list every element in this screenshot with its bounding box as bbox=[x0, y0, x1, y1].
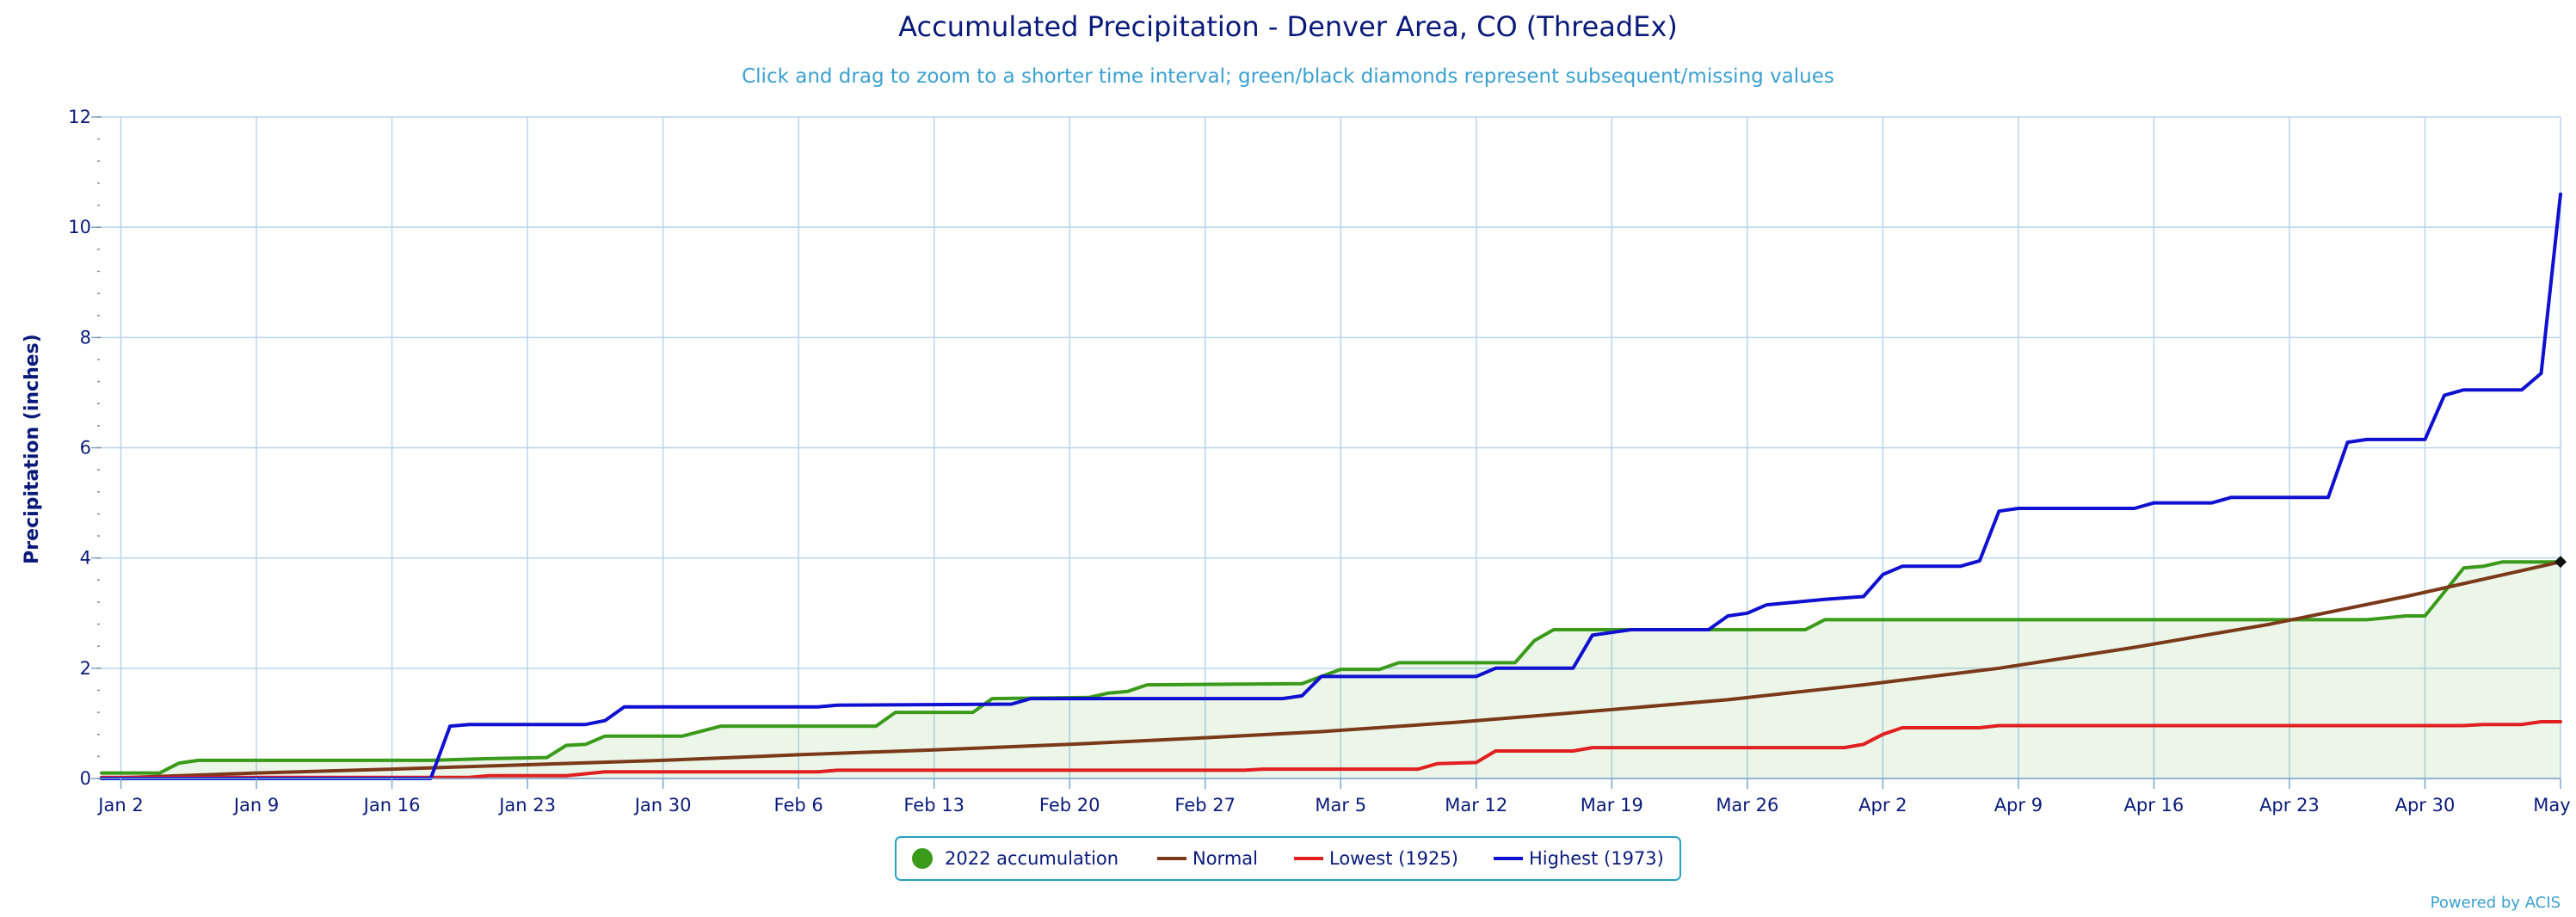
x-tick-label: Jan 23 bbox=[497, 795, 556, 815]
axis-layer: 0 2 4 6 8 10 12 Jan 2 Jan 9 Jan 16 Jan 23 Jan 30 Feb… bbox=[68, 107, 2576, 815]
x-tick-label: Jan 9 bbox=[232, 795, 279, 815]
legend-marker-2022 bbox=[912, 848, 933, 869]
credit-link[interactable]: Powered by ACIS bbox=[2431, 894, 2561, 912]
series-layer bbox=[100, 192, 2567, 780]
x-tick-label: Mar 26 bbox=[1716, 795, 1778, 815]
series-line-2022-accumulation bbox=[100, 560, 2562, 775]
series-line-highest-1973 bbox=[100, 192, 2562, 780]
y-tick-label: 10 bbox=[68, 217, 91, 237]
chart-title: Accumulated Precipitation - Denver Area,… bbox=[898, 10, 1678, 43]
x-tick-label: Feb 6 bbox=[774, 795, 823, 815]
series-line-lowest-1925 bbox=[100, 720, 2562, 779]
legend-label-highest: Highest (1973) bbox=[1529, 848, 1664, 869]
x-tick-label: Apr 9 bbox=[1994, 795, 2043, 815]
x-tick-label: Feb 13 bbox=[903, 795, 964, 815]
legend-item-2022[interactable]: 2022 accumulation bbox=[912, 848, 1119, 869]
series-line-normal bbox=[100, 560, 2562, 780]
y-tick-label: 8 bbox=[80, 327, 91, 348]
x-tick-label: Apr 2 bbox=[1858, 795, 1907, 815]
legend-label-normal: Normal bbox=[1192, 848, 1258, 869]
legend-item-highest[interactable]: Highest (1973) bbox=[1494, 848, 1664, 869]
x-tick-label: Apr 16 bbox=[2124, 795, 2185, 815]
y-tick-label: 0 bbox=[80, 768, 91, 789]
x-tick-label: Feb 20 bbox=[1039, 795, 1100, 815]
x-tick-label: Jan 2 bbox=[96, 795, 143, 815]
chart-subtitle: Click and drag to zoom to a shorter time… bbox=[742, 65, 1834, 88]
y-tick-label: 2 bbox=[80, 658, 91, 679]
grid bbox=[102, 116, 2561, 779]
x-tick-label: Apr 30 bbox=[2395, 795, 2456, 815]
legend-item-normal[interactable]: Normal bbox=[1157, 848, 1258, 869]
x-tick-label: Apr 23 bbox=[2259, 795, 2320, 815]
y-tick-label: 4 bbox=[80, 548, 91, 569]
x-tick-label: Jan 30 bbox=[633, 795, 692, 815]
x-tick-label: Mar 19 bbox=[1581, 795, 1643, 815]
series-area-2022-accumulation bbox=[102, 562, 2561, 779]
legend-box bbox=[895, 836, 1681, 881]
x-tick-label: May 7 bbox=[2533, 795, 2576, 815]
y-tick-label: 12 bbox=[68, 107, 91, 127]
x-tick-label: Feb 27 bbox=[1174, 795, 1236, 815]
x-tick-label: Jan 16 bbox=[362, 795, 421, 815]
x-tick-label: Mar 5 bbox=[1315, 795, 1366, 815]
legend-label-2022: 2022 accumulation bbox=[945, 848, 1119, 869]
end-diamond-marker bbox=[2554, 556, 2567, 569]
legend-item-lowest[interactable]: Lowest (1925) bbox=[1294, 848, 1458, 869]
legend-label-lowest: Lowest (1925) bbox=[1329, 848, 1458, 869]
legend: 2022 accumulation Normal Lowest (1925) H… bbox=[895, 836, 1681, 881]
y-tick-label: 6 bbox=[80, 438, 91, 459]
y-axis-label: Precipitation (inches) bbox=[22, 334, 43, 564]
x-tick-label: Mar 12 bbox=[1445, 795, 1507, 815]
